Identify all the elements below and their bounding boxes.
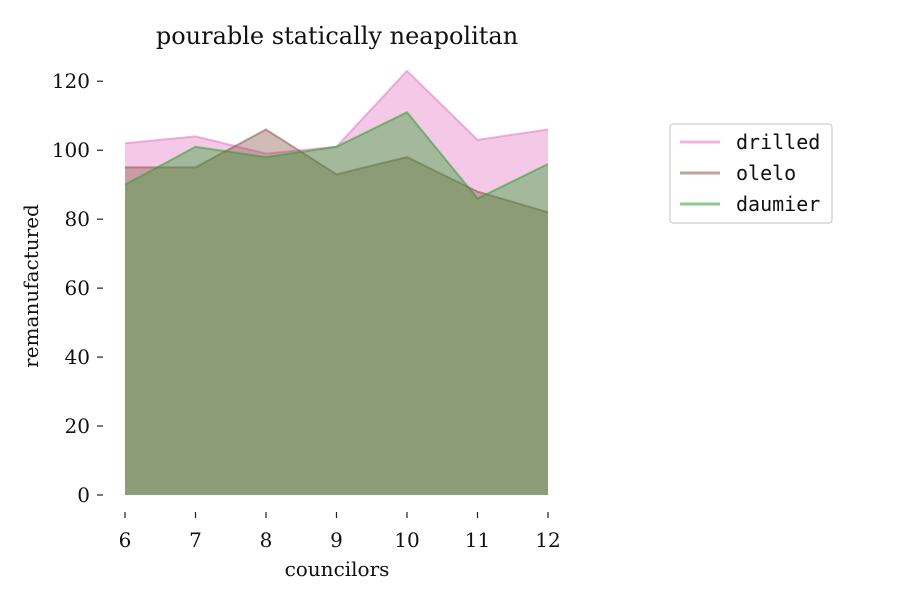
plot-area xyxy=(125,71,548,495)
y-tick-label: 120 xyxy=(52,69,90,93)
y-tick-label: 100 xyxy=(52,138,90,162)
legend: drilled olelo daumier xyxy=(670,124,832,223)
legend-label-drilled: drilled xyxy=(736,130,820,154)
y-tick-label: 40 xyxy=(65,345,90,369)
y-tick-label: 20 xyxy=(65,414,90,438)
x-tick-label: 6 xyxy=(119,528,132,552)
y-axis: 0 20 40 60 80 100 120 xyxy=(52,69,103,507)
chart-title: pourable statically neapolitan xyxy=(156,22,518,50)
legend-label-olelo: olelo xyxy=(736,161,796,185)
x-tick-label: 7 xyxy=(189,528,202,552)
x-axis: 6 7 8 9 10 11 12 xyxy=(119,512,561,552)
x-tick-label: 8 xyxy=(260,528,273,552)
legend-label-daumier: daumier xyxy=(736,192,820,216)
y-tick-label: 0 xyxy=(77,483,90,507)
x-tick-label: 12 xyxy=(535,528,560,552)
x-axis-label: councilors xyxy=(285,557,390,581)
x-tick-label: 10 xyxy=(394,528,419,552)
y-tick-label: 60 xyxy=(65,276,90,300)
x-tick-label: 11 xyxy=(465,528,490,552)
x-tick-label: 9 xyxy=(330,528,343,552)
y-axis-label: remanufactured xyxy=(19,204,43,368)
y-tick-label: 80 xyxy=(65,207,90,231)
